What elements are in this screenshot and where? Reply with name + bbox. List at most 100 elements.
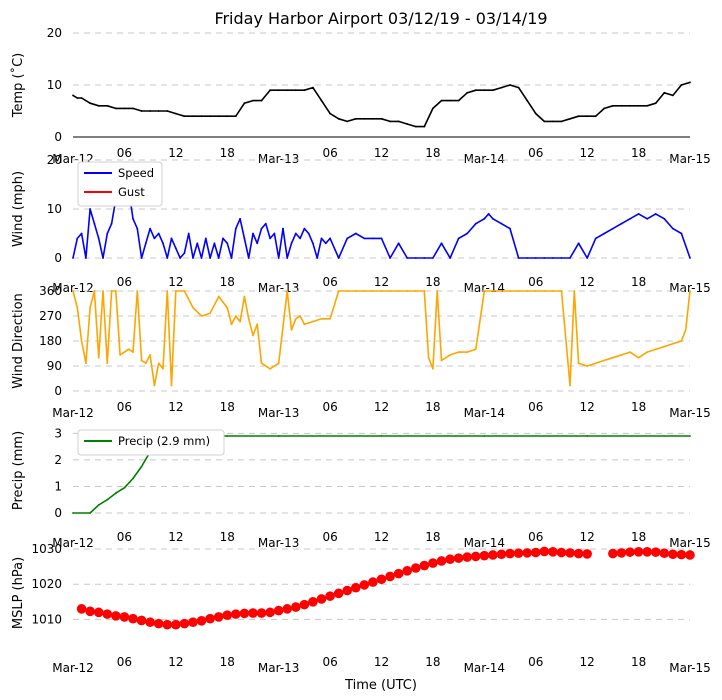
data-point xyxy=(226,306,229,309)
data-point xyxy=(680,232,683,235)
data-point xyxy=(89,512,92,514)
x-tick-label: 06 xyxy=(528,530,543,544)
mslp-point xyxy=(239,608,250,619)
data-point xyxy=(72,290,74,292)
data-point xyxy=(256,323,259,326)
panel-5: 1010 1020 1030 MSLP (hPa) Mar-12 06 12 18 Mar-13… xyxy=(11,542,711,675)
mslp-point xyxy=(128,613,138,624)
data-point xyxy=(629,217,631,220)
mslp-point xyxy=(385,571,395,582)
data-point xyxy=(577,362,580,365)
data-point xyxy=(449,353,451,356)
data-point xyxy=(230,323,233,326)
x-tick-label: Mar-13 xyxy=(258,406,299,420)
data-point xyxy=(324,242,327,245)
data-point xyxy=(423,290,426,292)
data-point xyxy=(594,237,597,240)
mslp-point xyxy=(505,548,515,559)
data-point xyxy=(569,384,571,387)
x-tick-label: 18 xyxy=(220,146,235,160)
data-point xyxy=(119,353,122,356)
data-point xyxy=(509,84,511,86)
data-point xyxy=(320,317,323,320)
data-point xyxy=(637,213,640,215)
x-tick-label: 12 xyxy=(580,530,595,544)
x-tick-label: 06 xyxy=(117,275,132,289)
mslp-point xyxy=(273,605,284,616)
data-point xyxy=(423,125,426,128)
data-point xyxy=(316,257,319,259)
mslp-point xyxy=(419,560,430,571)
data-point xyxy=(140,257,143,259)
mslp-point xyxy=(633,547,644,557)
data-point xyxy=(603,359,606,362)
x-tick-label: 18 xyxy=(425,146,440,160)
mslp-point xyxy=(453,553,464,563)
data-point xyxy=(466,351,469,354)
data-point xyxy=(457,351,460,354)
mslp-point xyxy=(171,619,181,630)
data-point xyxy=(526,99,529,102)
data-point xyxy=(551,120,554,123)
data-point xyxy=(671,94,674,97)
data-point xyxy=(663,345,666,348)
mslp-point xyxy=(676,549,687,560)
y-axis-label: Temp (˚C) xyxy=(10,53,26,119)
data-point xyxy=(526,257,529,259)
mslp-point xyxy=(582,549,592,559)
data-point xyxy=(252,334,254,337)
data-point xyxy=(603,232,606,235)
data-point xyxy=(269,89,271,92)
data-point xyxy=(603,107,606,110)
y-tick-label: 270 xyxy=(39,309,62,323)
data-point xyxy=(517,290,520,292)
mslp-point xyxy=(685,550,695,560)
x-tick-label: 18 xyxy=(425,400,440,414)
x-tick-label: 06 xyxy=(117,400,132,414)
x-tick-label: 12 xyxy=(168,400,183,414)
data-point xyxy=(363,117,366,120)
data-point xyxy=(132,351,134,354)
data-point xyxy=(363,290,366,292)
data-point xyxy=(200,115,203,118)
data-point xyxy=(97,356,100,359)
x-tick-label: 12 xyxy=(580,275,595,289)
x-tick-label: Mar-15 xyxy=(669,406,710,420)
y-axis-label: MSLP (hPa) xyxy=(11,557,26,629)
mslp-point xyxy=(462,552,472,562)
mslp-point xyxy=(548,547,558,557)
x-tick-label: Mar-14 xyxy=(464,536,505,550)
data-point xyxy=(611,104,614,107)
data-point xyxy=(474,348,477,351)
series-line-1 xyxy=(72,81,691,128)
data-point xyxy=(543,290,546,292)
data-point xyxy=(127,348,130,351)
x-tick-label: 06 xyxy=(322,530,337,544)
data-point xyxy=(569,117,571,120)
data-point xyxy=(577,115,580,118)
data-point xyxy=(247,317,250,320)
mslp-point xyxy=(513,548,524,559)
data-point xyxy=(299,315,301,317)
data-point xyxy=(277,89,280,92)
data-point xyxy=(153,237,156,240)
data-point xyxy=(577,242,580,245)
data-point xyxy=(76,306,79,309)
mslp-point xyxy=(608,548,618,559)
mslp-point xyxy=(153,618,164,629)
x-tick-label: 18 xyxy=(425,275,440,289)
data-point xyxy=(680,340,683,342)
data-point xyxy=(277,257,280,259)
data-point xyxy=(217,257,220,259)
data-point xyxy=(200,257,203,259)
data-point xyxy=(543,257,546,259)
x-tick-label: 12 xyxy=(580,146,595,160)
data-point xyxy=(380,237,383,240)
mslp-point xyxy=(136,615,147,626)
data-point xyxy=(89,102,92,105)
data-point xyxy=(84,257,87,259)
data-point xyxy=(423,257,426,259)
data-point xyxy=(157,362,160,365)
data-point xyxy=(663,217,666,220)
